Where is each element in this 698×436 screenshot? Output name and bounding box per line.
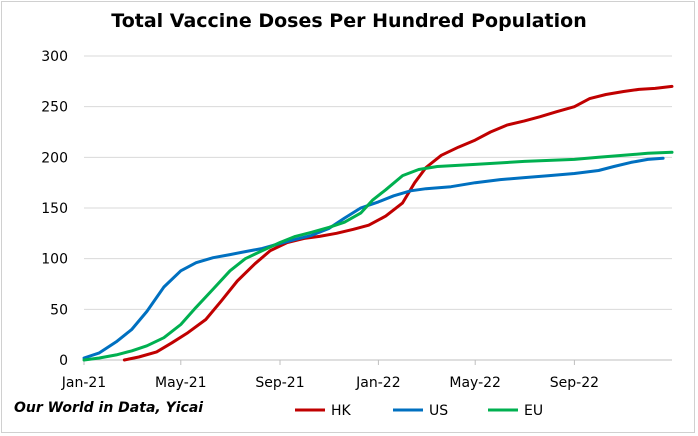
- y-tick-label-50: 50: [50, 302, 68, 318]
- series-line-hk: [122, 84, 674, 362]
- x-tick-label-May-22: May-22: [449, 375, 501, 391]
- x-tick-label-Sep-21: Sep-21: [255, 375, 304, 391]
- y-tick-label-100: 100: [41, 252, 68, 268]
- x-tick-label-May-21: May-21: [155, 375, 207, 391]
- legend-label-hk: HK: [331, 403, 352, 419]
- x-tick-label-Jan-22: Jan-22: [355, 375, 400, 391]
- y-tick-label-0: 0: [59, 353, 68, 369]
- legend-label-eu: EU: [524, 403, 543, 419]
- y-tick-label-250: 250: [41, 100, 68, 116]
- x-tick-label-Sep-22: Sep-22: [550, 375, 599, 391]
- legend-label-us: US: [429, 403, 448, 419]
- y-tick-label-200: 200: [41, 150, 68, 166]
- x-tick-label-Jan-21: Jan-21: [61, 375, 106, 391]
- series-line-us: [82, 156, 665, 360]
- y-tick-label-150: 150: [41, 201, 68, 217]
- y-tick-label-300: 300: [41, 49, 68, 65]
- source-note: Our World in Data, Yicai: [14, 400, 204, 416]
- series-line-eu: [82, 150, 674, 362]
- chart-title: Total Vaccine Doses Per Hundred Populati…: [111, 10, 587, 32]
